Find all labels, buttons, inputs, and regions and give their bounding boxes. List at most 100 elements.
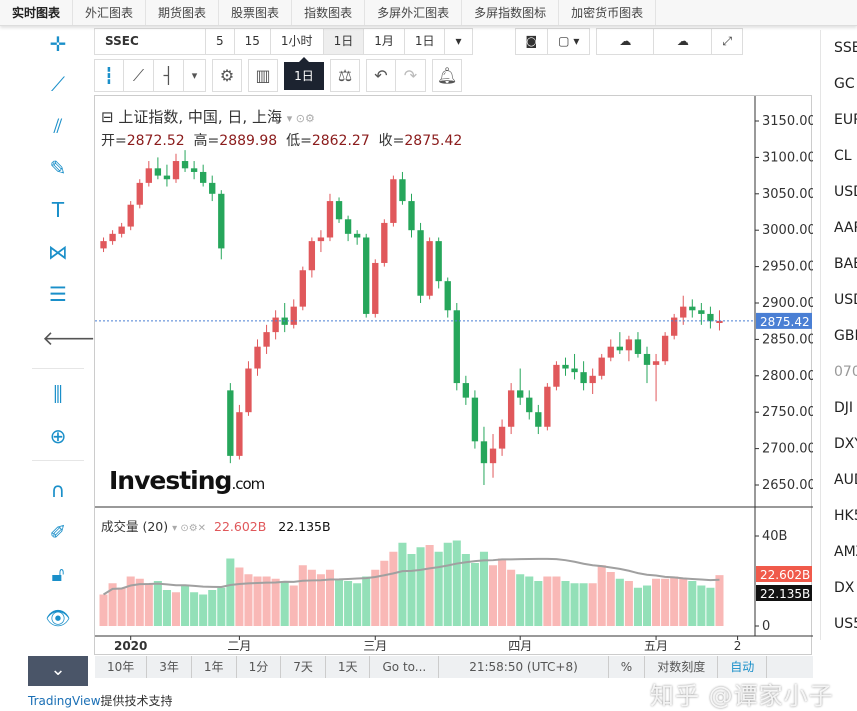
fib-icon[interactable]: ☰: [49, 282, 67, 306]
bottom-bar-item[interactable]: 对数刻度: [645, 656, 719, 678]
candle: [471, 390, 479, 449]
interval-current[interactable]: 1日: [404, 28, 446, 55]
nav-tab[interactable]: 期货图表: [146, 0, 220, 25]
watchlist-item[interactable]: DJI: [834, 400, 854, 416]
watchlist-item[interactable]: BAB: [834, 256, 857, 272]
compare-icon[interactable]: ⚖: [330, 59, 360, 92]
volume-bar: [498, 558, 507, 626]
lock-icon[interactable]: 🔓︎: [51, 562, 65, 586]
trend-line-icon[interactable]: ⟋: [51, 72, 65, 96]
watchlist-item[interactable]: US5: [834, 616, 857, 632]
candles-icon[interactable]: ┇: [94, 59, 124, 92]
symbol-input[interactable]: SSEC: [94, 28, 206, 55]
volume-bar: [362, 576, 371, 626]
watchlist-item[interactable]: EUR: [834, 112, 857, 128]
gear-icon[interactable]: ⚙: [212, 59, 242, 92]
bottom-bar-item[interactable]: 1年: [192, 656, 237, 678]
watchlist-item[interactable]: GC: [834, 76, 855, 92]
crosshair-icon[interactable]: ✛: [49, 32, 67, 56]
interval-1h[interactable]: 1小时: [270, 28, 324, 55]
interval-bar: SSEC 5 15 1小时 1日 1月 1日 ▾ ◙ ▢ ▾ ☁ ☁ ⤢: [94, 28, 743, 55]
chevron-down-icon[interactable]: ▾: [184, 59, 206, 92]
bottom-bar-item[interactable]: 1分: [237, 656, 282, 678]
color-picker-button[interactable]: ▢ ▾: [548, 28, 591, 55]
bottom-bar-item[interactable]: 1天: [326, 656, 371, 678]
candle: [435, 237, 442, 289]
interval-5[interactable]: 5: [206, 28, 235, 55]
time-tick-label: 2: [734, 639, 742, 653]
nav-tab[interactable]: 多屏外汇图表: [365, 0, 463, 25]
brush-icon[interactable]: ✎: [49, 156, 67, 180]
alert-icon[interactable]: 🔔︎: [432, 59, 462, 92]
footer-brand-link[interactable]: TradingView: [28, 694, 101, 708]
nav-tab[interactable]: 多屏指数图标: [462, 0, 560, 25]
redo-icon[interactable]: ↷: [396, 59, 426, 92]
arrow-left-icon[interactable]: 🡐: [42, 326, 96, 350]
volume-bar: [416, 547, 425, 626]
bottom-bar-item[interactable]: 10年: [95, 656, 148, 678]
candle: [707, 306, 714, 329]
interval-1m[interactable]: 1月: [364, 28, 405, 55]
nav-tab[interactable]: 加密货币图表: [559, 0, 657, 25]
chevron-down-icon[interactable]: ▾: [445, 28, 473, 55]
watchlist-item[interactable]: USD: [834, 184, 857, 200]
bottom-bar-item[interactable]: Go to...: [370, 656, 440, 678]
cloud-upload-icon[interactable]: ☁: [654, 28, 713, 55]
candle: [671, 313, 678, 340]
candle-body: [498, 426, 506, 449]
candle-body: [353, 233, 361, 238]
bottom-bar-item[interactable]: 7天: [281, 656, 326, 678]
watchlist-item[interactable]: CL: [834, 148, 852, 164]
chart-canvas[interactable]: 2650.00 2700.00 2750.00 2800.00 2850.00 2900.…: [95, 96, 813, 656]
chart-area[interactable]: 2650.00 2700.00 2750.00 2800.00 2850.00 2900.…: [94, 95, 813, 678]
watchlist-item[interactable]: GBP: [834, 328, 857, 344]
pencil-lock-icon[interactable]: ✐: [49, 520, 67, 544]
eye-icon[interactable]: 👁︎: [45, 606, 71, 630]
watchlist-item[interactable]: AMZ: [834, 544, 857, 560]
pattern-icon[interactable]: ⋈: [48, 240, 68, 264]
volume-bar: [108, 583, 117, 626]
watchlist-item[interactable]: 070: [834, 364, 857, 380]
candle: [462, 375, 470, 405]
magnet-icon[interactable]: ∩: [50, 478, 66, 502]
nav-tab[interactable]: 股票图表: [219, 0, 293, 25]
watchlist-item[interactable]: AAP: [834, 220, 857, 236]
fullscreen-icon[interactable]: ⤢: [712, 28, 743, 55]
watchlist-item[interactable]: AUD: [834, 472, 857, 488]
volume-bar: [398, 542, 407, 626]
bottom-bar-item[interactable]: 自动: [718, 656, 768, 678]
candle-body: [453, 310, 460, 384]
nav-tab[interactable]: 实时图表: [0, 0, 74, 25]
cloud-download-icon[interactable]: ☁: [596, 28, 655, 55]
candle-body: [707, 313, 714, 322]
measure-icon[interactable]: ⫼: [53, 382, 63, 406]
collapse-button[interactable]: ⌄: [28, 656, 88, 686]
watchlist-item[interactable]: HK5: [834, 508, 857, 524]
nav-tab[interactable]: 外汇图表: [73, 0, 147, 25]
interval-1d[interactable]: 1日: [323, 28, 365, 55]
bars-icon[interactable]: ┤: [154, 59, 184, 92]
volume-bar: [706, 587, 715, 626]
zoom-icon[interactable]: ⊕: [49, 424, 67, 448]
bottom-bar-item[interactable]: 3年: [147, 656, 192, 678]
candle-body: [616, 346, 624, 351]
bottom-bar-item[interactable]: %: [609, 656, 646, 678]
text-icon[interactable]: T: [51, 198, 65, 222]
interval-15[interactable]: 15: [234, 28, 271, 55]
volume-bar: [461, 554, 470, 626]
watchlist-item[interactable]: DX: [834, 580, 855, 596]
watchlist-item[interactable]: DXY: [834, 436, 857, 452]
bottom-bar-item[interactable]: 21:58:50 (UTC+8): [439, 656, 609, 678]
volume-bar: [190, 592, 199, 626]
undo-icon[interactable]: ↶: [366, 59, 396, 92]
price-tick-label: 2950.00: [762, 260, 813, 275]
volume-bar: [425, 545, 434, 626]
volume-bar: [217, 587, 226, 626]
nav-tab[interactable]: 指数图表: [292, 0, 366, 25]
indicators-icon[interactable]: ▥: [248, 59, 278, 92]
watchlist-item[interactable]: SSE: [834, 40, 857, 56]
area-chart-icon[interactable]: ⟋: [124, 59, 154, 92]
watchlist-item[interactable]: USD: [834, 292, 857, 308]
camera-icon[interactable]: ◙: [514, 28, 549, 55]
pitchfork-icon[interactable]: ⫽: [53, 114, 63, 138]
